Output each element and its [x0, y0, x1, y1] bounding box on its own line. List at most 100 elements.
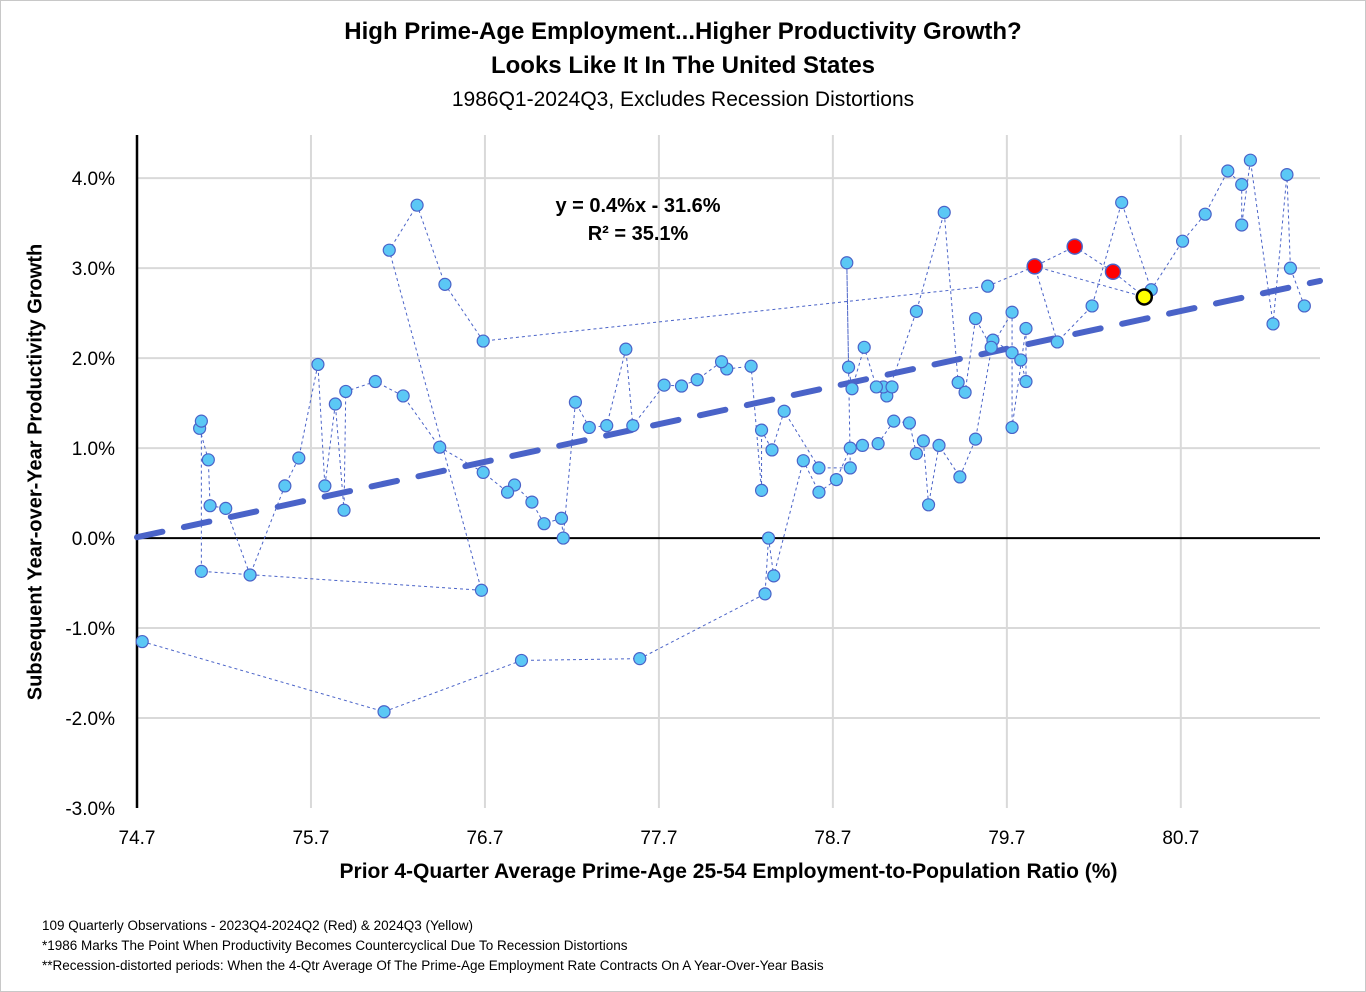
data-point	[476, 334, 490, 348]
data-point	[845, 382, 859, 396]
data-point	[396, 389, 410, 403]
data-point	[626, 419, 640, 433]
data-point	[382, 243, 396, 257]
trendline-r-squared: R² = 35.1%	[588, 223, 689, 245]
data-point	[368, 374, 382, 389]
data-point	[1235, 218, 1249, 232]
data-point	[869, 380, 883, 394]
data-point	[339, 384, 353, 399]
data-point	[377, 705, 391, 719]
data-point	[337, 503, 351, 517]
data-point	[841, 360, 856, 374]
data-point	[554, 511, 569, 525]
data-point	[909, 304, 923, 318]
y-tick-label: 3.0%	[72, 259, 115, 280]
data-point	[754, 423, 769, 437]
y-tick-label: -1.0%	[65, 619, 115, 640]
trendline-equation: y = 0.4%x - 31.6%	[555, 195, 720, 217]
data-point	[767, 569, 781, 583]
data-point	[219, 501, 233, 515]
x-tick-label: 77.7	[640, 828, 677, 849]
data-point	[1221, 164, 1235, 178]
data-point	[909, 446, 923, 461]
x-tick-label: 76.7	[466, 828, 503, 849]
data-point	[657, 378, 671, 392]
data-point	[1297, 299, 1311, 313]
data-point	[600, 419, 614, 433]
data-point	[1019, 321, 1033, 336]
data-point	[328, 397, 342, 411]
data-point	[201, 453, 215, 467]
data-point	[761, 531, 776, 545]
data-point	[318, 479, 332, 493]
latest-point-yellow	[1135, 288, 1154, 306]
data-point	[500, 485, 515, 499]
data-point	[1005, 305, 1019, 319]
data-point	[433, 440, 447, 454]
data-point	[1005, 420, 1019, 435]
data-point	[855, 438, 870, 453]
data-point	[777, 404, 791, 418]
data-point	[887, 414, 901, 428]
data-point	[690, 373, 704, 387]
data-point	[619, 342, 633, 356]
data-point	[1198, 207, 1212, 221]
data-point	[1085, 299, 1099, 313]
data-point	[812, 461, 826, 475]
data-point	[840, 256, 854, 270]
data-point	[582, 420, 596, 435]
data-point	[843, 461, 857, 475]
data-point	[968, 311, 983, 326]
data-point	[885, 380, 899, 394]
y-tick-label: -3.0%	[65, 799, 115, 820]
data-point	[1243, 153, 1258, 167]
trendline	[134, 277, 1323, 541]
data-point	[1019, 374, 1033, 389]
data-point	[984, 340, 998, 354]
data-point	[796, 454, 810, 468]
data-point	[812, 485, 826, 499]
data-point	[525, 495, 539, 509]
data-point	[744, 359, 758, 373]
recent-point-red	[1104, 263, 1122, 281]
x-tick-label: 78.7	[814, 828, 851, 849]
data-point	[857, 340, 871, 354]
y-tick-label: 0.0%	[72, 529, 115, 550]
data-point	[410, 198, 424, 212]
data-point	[958, 385, 972, 399]
data-point	[556, 531, 570, 545]
x-tick-label: 75.7	[292, 828, 329, 849]
data-point	[754, 483, 769, 497]
chart-subtitle: 1986Q1-2024Q3, Excludes Recession Distor…	[451, 88, 915, 111]
data-point	[1115, 195, 1129, 210]
x-axis-label: Prior 4-Quarter Average Prime-Age 25-54 …	[339, 860, 1118, 883]
footnote: 109 Quarterly Observations - 2023Q4-2024…	[42, 918, 473, 933]
data-point	[932, 438, 946, 453]
data-point	[292, 451, 306, 465]
data-point	[714, 355, 729, 369]
data-point	[568, 395, 583, 409]
data-point	[1005, 346, 1019, 360]
data-point	[921, 498, 936, 512]
footnotes: 109 Quarterly Observations - 2023Q4-2024…	[42, 916, 824, 976]
footnote: *1986 Marks The Point When Productivity …	[42, 938, 628, 953]
chart-title: High Prime-Age Employment...Higher Produ…	[344, 18, 1022, 45]
data-point	[514, 653, 529, 668]
data-point	[968, 432, 983, 446]
data-point	[474, 583, 489, 597]
data-point	[981, 279, 995, 293]
data-point	[278, 479, 292, 493]
footnote: **Recession-distorted periods: When the …	[42, 958, 824, 973]
data-point	[203, 499, 217, 513]
data-point	[537, 517, 551, 531]
x-tick-label: 79.7	[988, 828, 1025, 849]
chart-title-line2: Looks Like It In The United States	[490, 52, 876, 79]
y-tick-label: -2.0%	[65, 709, 115, 730]
y-tick-label: 1.0%	[72, 439, 115, 460]
x-tick-label: 80.7	[1162, 828, 1199, 849]
y-tick-label: 2.0%	[72, 349, 115, 370]
data-point	[135, 634, 149, 649]
data-point	[1175, 234, 1190, 248]
data-point	[1280, 167, 1294, 182]
